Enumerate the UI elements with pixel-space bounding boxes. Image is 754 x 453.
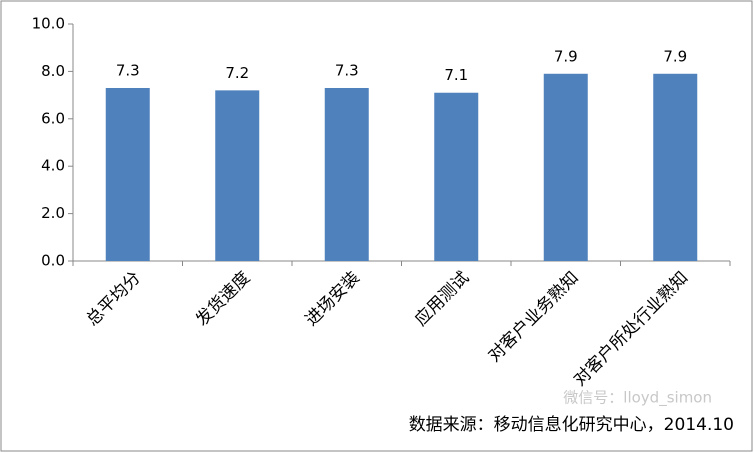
bar — [653, 73, 698, 262]
source-note: 数据来源：移动信息化研究中心，2014.10 — [409, 415, 734, 435]
bar — [434, 92, 479, 261]
bar — [105, 87, 150, 262]
value-label: 7.9 — [663, 47, 687, 65]
y-tick-label: 8.0 — [41, 62, 65, 80]
value-label: 7.2 — [225, 64, 249, 82]
value-label: 7.1 — [444, 66, 468, 84]
y-tick-label: 2.0 — [41, 204, 65, 222]
value-label: 7.3 — [116, 61, 140, 79]
bar — [543, 73, 588, 262]
value-label: 7.9 — [554, 47, 578, 65]
value-label: 7.3 — [335, 61, 359, 79]
y-tick-label: 6.0 — [41, 109, 65, 127]
y-tick-label: 10.0 — [32, 15, 65, 33]
y-tick-label: 4.0 — [41, 157, 65, 175]
bar — [324, 87, 369, 262]
bar — [215, 90, 260, 261]
watermark: 微信号：lloyd_simon — [563, 389, 712, 408]
y-tick-label: 0.0 — [41, 252, 65, 270]
